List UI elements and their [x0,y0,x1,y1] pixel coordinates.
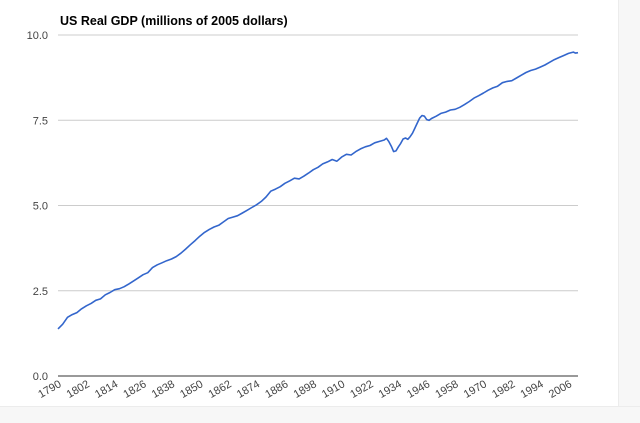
x-tick-label: 1982 [490,378,517,401]
x-tick-label: 1898 [292,378,319,401]
x-tick-label: 1850 [178,378,205,401]
x-tick-label: 1826 [121,378,148,401]
x-tick-label: 1934 [377,378,404,401]
bottom-margin-strip [0,406,640,423]
series-group [57,51,579,330]
gdp-series-line [57,51,579,330]
y-tick-label: 5.0 [33,201,48,213]
y-tick-label: 10.0 [27,30,48,42]
x-tick-label: 1958 [433,378,460,401]
x-tick-label: 1814 [93,378,120,401]
x-tick-label: 1994 [518,378,545,401]
x-axis-ticks: 1790 1802 1814 1826 1838 1850 1862 1874 1886 1898… [36,378,574,401]
chart-title: US Real GDP (millions of 2005 dollars) [60,14,288,28]
grid-lines [58,34,578,377]
x-tick-label: 1910 [320,378,347,401]
x-tick-label: 1862 [206,378,233,401]
x-tick-label: 1874 [235,378,262,401]
y-axis-ticks: 0.0 2.5 5.0 7.5 10.0 [27,30,48,383]
x-tick-label: 1970 [462,378,489,401]
x-tick-label: 1802 [65,378,92,401]
x-tick-label: 1922 [348,378,375,401]
y-tick-label: 7.5 [33,115,48,127]
x-tick-label: 2006 [547,378,574,401]
y-tick-label: 0.0 [33,371,48,383]
x-tick-label: 1946 [405,378,432,401]
x-tick-label: 1886 [263,378,290,401]
x-tick-label: 1838 [150,378,177,401]
y-tick-label: 2.5 [33,286,48,298]
right-margin-strip [618,0,640,422]
